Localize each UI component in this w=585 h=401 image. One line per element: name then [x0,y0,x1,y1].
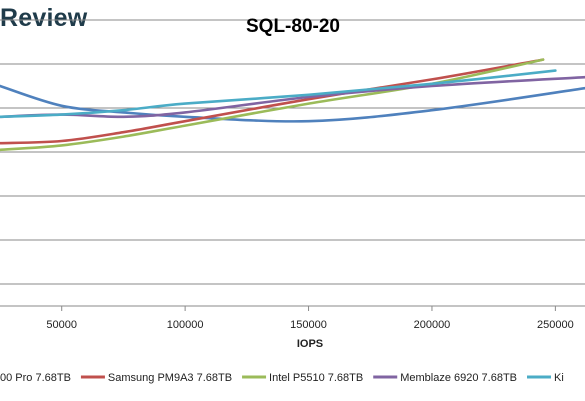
x-tick-label: 100000 [167,319,204,331]
legend-label: 00 Pro 7.68TB [0,372,71,384]
legend-item: 00 Pro 7.68TB [0,372,71,384]
series-line [0,84,585,123]
legend: 00 Pro 7.68TB Samsung PM9A3 7.68TB Intel P… [0,372,564,384]
legend-label: Ki [554,372,564,384]
series-lines [0,58,585,152]
legend-item: Ki [527,372,564,384]
legend-label: Samsung PM9A3 7.68TB [108,372,232,384]
x-tick-label: 50000 [46,319,77,331]
brand-logo: Review [0,4,88,32]
legend-item: Memblaze 6920 7.68TB [373,372,517,384]
x-axis-title: IOPS [297,338,323,350]
x-tick-label: 200000 [414,319,451,331]
x-tick-label: 150000 [290,319,327,331]
x-tick-label: 250000 [537,319,574,331]
legend-label: Intel P5510 7.68TB [269,372,363,384]
gridlines [0,19,585,307]
chart-title: SQL-80-20 [246,16,340,37]
legend-item: Samsung PM9A3 7.68TB [80,372,232,384]
legend-item: Intel P5510 7.68TB [242,372,363,384]
legend-label: Memblaze 6920 7.68TB [400,372,517,384]
x-axis: 50000 100000 150000 200000 250000 [46,306,574,331]
series-line [0,69,557,119]
series-line [0,58,545,145]
